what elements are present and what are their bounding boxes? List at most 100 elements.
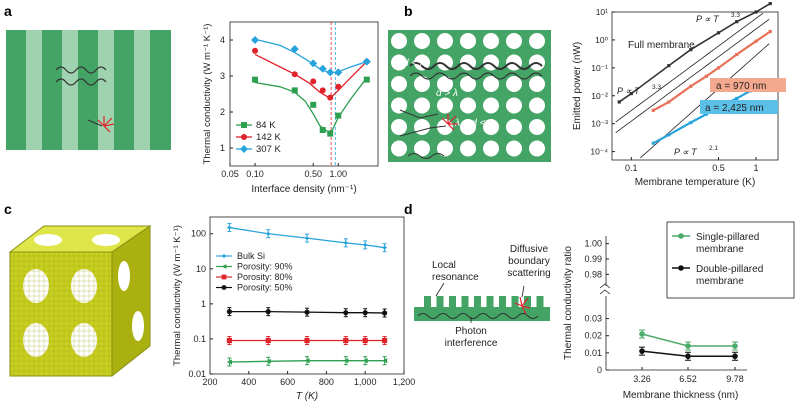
cube-front-face xyxy=(9,251,113,377)
x-tick-label: 1,200 xyxy=(393,377,416,387)
hole xyxy=(437,54,453,71)
data-point xyxy=(265,358,271,364)
hole xyxy=(529,33,545,49)
leader-line xyxy=(435,282,445,297)
y-tick-label: 3 xyxy=(220,71,225,81)
series-line xyxy=(254,77,368,133)
legend-marker xyxy=(221,264,227,269)
data-point xyxy=(362,310,368,316)
hole xyxy=(460,119,476,135)
hole xyxy=(529,97,545,114)
y-tick-label: 10 xyxy=(196,264,206,274)
x-tick-label: 0.05 xyxy=(221,169,239,179)
hole xyxy=(529,76,545,92)
series-line xyxy=(618,2,771,103)
data-point xyxy=(362,57,371,66)
data-point xyxy=(343,310,349,316)
data-point xyxy=(362,242,368,248)
data-point xyxy=(304,309,310,315)
data-point xyxy=(363,76,370,83)
hole xyxy=(506,76,522,92)
hole xyxy=(414,76,430,92)
data-point xyxy=(685,353,691,360)
label-photon-interference: Photon interference xyxy=(445,326,498,349)
y-tick-label: 10⁻² xyxy=(591,91,608,101)
pillar xyxy=(474,296,481,307)
hole xyxy=(391,76,407,92)
label-intermediate: λ < d < Λ xyxy=(454,118,495,129)
model-curve xyxy=(615,18,770,133)
data-point xyxy=(382,358,388,364)
x-axis-label: Membrane thickness (nm) xyxy=(623,390,739,401)
pillar xyxy=(436,296,444,307)
data-point xyxy=(335,83,342,90)
hole xyxy=(460,33,476,49)
pillar xyxy=(499,296,506,307)
hole xyxy=(437,140,453,157)
annotation-exponent: 3.3 xyxy=(731,12,740,19)
axis-break-icon xyxy=(599,283,611,295)
pillar xyxy=(511,296,519,307)
hole xyxy=(460,76,476,92)
y-axis-label: Emitted power (nW) xyxy=(572,42,583,130)
data-point xyxy=(226,309,232,315)
x-tick-label: 400 xyxy=(241,377,256,387)
cube-pore xyxy=(34,234,62,246)
y-tick-label: 10⁰ xyxy=(595,35,608,45)
annotation-a-970: a = 970 nm xyxy=(716,81,766,92)
hole xyxy=(437,33,453,49)
hole xyxy=(506,140,522,157)
x-tick-label: 800 xyxy=(319,377,334,387)
data-point xyxy=(226,337,232,344)
hole xyxy=(506,33,522,49)
panel-a-chart: 0.05 0.10 0.50 1.00 1 2 3 4 Interface density (n… xyxy=(202,21,379,195)
hole xyxy=(483,140,499,157)
data-point xyxy=(685,343,691,349)
label-short-wavelength: d < λ xyxy=(403,58,425,69)
data-point xyxy=(309,59,318,68)
burst-ray xyxy=(521,305,531,309)
hole xyxy=(506,119,522,135)
x-tick-label: 600 xyxy=(280,377,295,387)
data-point xyxy=(651,108,655,112)
data-point xyxy=(319,87,326,94)
legend-marker xyxy=(241,134,247,140)
hole xyxy=(460,97,476,114)
annotation-power-law: P ∝ T xyxy=(617,86,641,96)
legend-label: Bulk Si xyxy=(237,251,265,261)
data-point xyxy=(362,337,368,344)
annotation-power-law: P ∝ T xyxy=(674,147,698,157)
legend-label: 307 K xyxy=(256,144,281,155)
series-line xyxy=(254,38,367,74)
data-point xyxy=(689,84,693,88)
hole xyxy=(460,140,476,157)
legend-marker xyxy=(221,253,227,259)
cube-pore xyxy=(23,323,49,357)
data-point xyxy=(716,31,721,35)
panel-c-porous-cube xyxy=(8,225,152,378)
hole xyxy=(414,33,430,49)
legend-label: Single-pillared membrane xyxy=(696,232,759,255)
pillar xyxy=(486,296,494,307)
panel-c-letter: c xyxy=(4,201,12,217)
cube-pore xyxy=(132,311,144,341)
data-point xyxy=(667,64,671,68)
y-tick-label: 10⁻³ xyxy=(591,119,608,129)
data-point xyxy=(639,348,645,354)
hole xyxy=(529,119,545,135)
annotation-exponent: 2.1 xyxy=(709,145,718,152)
panel-d-chart: 0.98 0.99 1.00 0 0.01 0.02 0.03 3.26 6.52 9.78 Mem… xyxy=(563,221,795,401)
data-point xyxy=(265,337,271,344)
data-point xyxy=(382,337,388,344)
burst-ray xyxy=(521,305,527,315)
pillar xyxy=(524,296,531,307)
plot-frame xyxy=(229,21,379,167)
burst-ray xyxy=(521,297,529,307)
x-tick-label: 3.26 xyxy=(633,374,651,384)
data-point xyxy=(617,100,621,104)
legend-label: 142 K xyxy=(256,132,281,143)
hole xyxy=(391,140,407,157)
legend-label: 84 K xyxy=(256,120,276,131)
y-tick-label: 0.03 xyxy=(584,314,602,324)
